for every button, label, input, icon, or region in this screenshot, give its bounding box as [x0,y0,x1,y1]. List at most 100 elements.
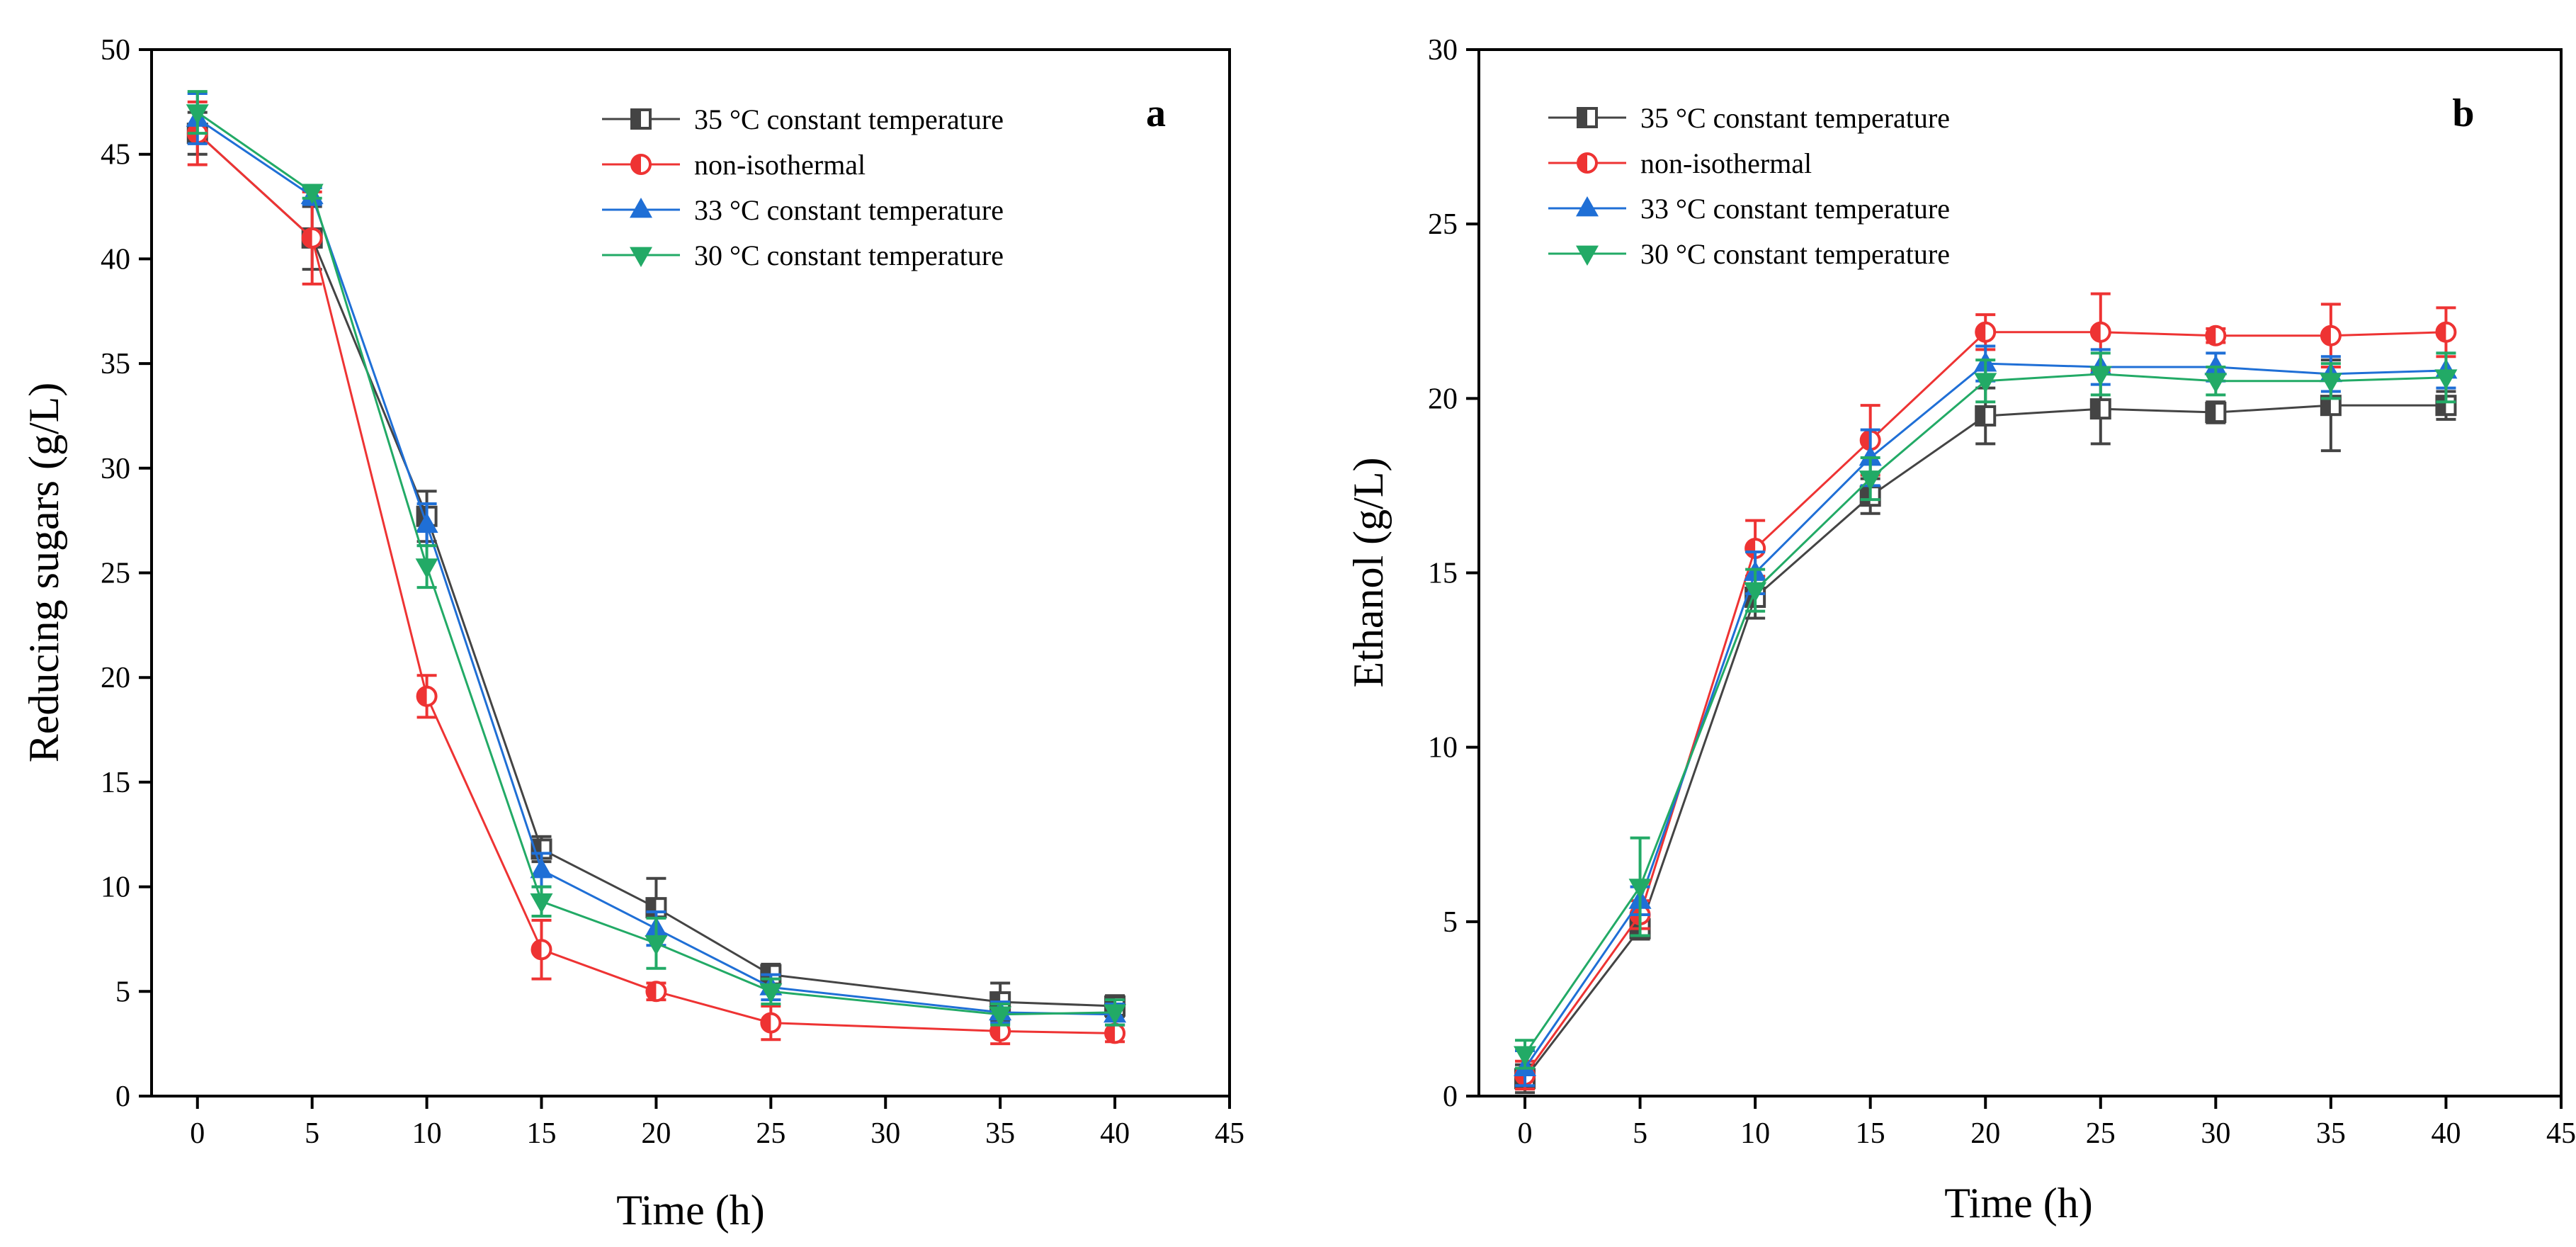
legend-marker [1575,245,1599,266]
legend-entry: non-isothermal [602,149,866,181]
y-axis-title-a: Reducing sugars (g/L) [21,383,67,763]
data-point-fill [1861,431,1871,450]
y-tick-label: 25 [101,558,130,590]
data-point-fill [1106,1024,1116,1043]
x-tick-label: 10 [1740,1117,1770,1150]
legend-entry: 33 °C constant temperature [602,194,1004,226]
y-tick-label: 10 [1428,732,1458,764]
series-1 [1514,359,2457,1095]
data-point [1974,373,1997,393]
data-point [300,184,324,204]
panel-letter-a: a [1146,91,1166,135]
data-point-fill [1976,322,1986,342]
data-point-fill [2091,400,2101,419]
data-point [2089,366,2112,386]
y-tick-label: 15 [101,767,130,799]
x-tick-label: 35 [2316,1117,2346,1150]
series-2 [186,100,1126,1046]
x-tick-label: 45 [1215,1117,1244,1150]
x-tick-label: 10 [412,1117,442,1150]
legend-marker [629,198,653,218]
data-point-fill [761,1013,771,1032]
y-tick-label: 0 [115,1080,130,1113]
data-point [645,935,668,956]
legend-label: 33 °C constant temperature [1640,193,1950,225]
data-point-fill [302,228,312,247]
data-point [1103,1004,1127,1025]
data-point [1628,879,1652,899]
legend-label: 30 °C constant temperature [694,239,1004,271]
legend-label: 35 °C constant temperature [694,103,1004,135]
y-tick-label: 35 [101,348,130,380]
legend-entry: 35 °C constant temperature [1548,102,1950,134]
series-line [196,132,1116,1008]
data-point [2434,369,2458,390]
series-4 [186,90,1127,1027]
legend-marker-fill [632,110,641,128]
series-4 [1514,351,2458,1070]
series-line [196,132,1116,1034]
x-tick-label: 30 [2201,1117,2230,1150]
y-tick-label: 30 [1428,34,1458,67]
x-tick-label: 5 [1633,1117,1647,1150]
y-tick-label: 45 [101,139,130,171]
chart-panel-b: 0 5 10 15 20 25 30 35 40 45 0 5 10 15 20 25 30 35 °C con… [1345,34,2576,1226]
data-point-fill [2321,396,2331,415]
series-line [1524,373,2446,1055]
x-tick-label: 20 [1970,1117,2000,1150]
y-tick-label: 50 [101,34,130,67]
data-point-fill [1976,406,1986,425]
data-point-fill [991,1022,1001,1041]
legend-marker-fill [1578,154,1587,172]
data-point-fill [2091,322,2101,342]
series-line [1524,404,2446,1080]
legend-label: non-isothermal [694,149,866,181]
data-point [1744,582,1767,603]
legend-marker-fill [632,155,641,174]
data-point [1514,1046,1537,1066]
x-tick-label: 40 [2431,1117,2461,1150]
y-tick-label: 30 [101,453,130,485]
data-point-fill [2321,326,2331,345]
y-tick-label: 5 [1443,906,1458,939]
x-tick-label: 0 [190,1117,205,1150]
x-tick-label: 35 [985,1117,1015,1150]
legend-entry: non-isothermal [1548,147,1812,179]
y-tick-label: 15 [1428,558,1458,590]
x-tick-label: 30 [870,1117,900,1150]
data-point-fill [2206,403,2216,422]
x-tick-label: 45 [2546,1117,2576,1150]
data-point [530,857,553,879]
y-tick-label: 20 [101,662,130,694]
legend-entry: 30 °C constant temperature [1548,238,1950,270]
data-point [530,893,553,914]
legend-entry: 33 °C constant temperature [1548,193,1950,225]
y-tick-label: 40 [101,243,130,276]
data-point [186,104,209,125]
data-point-fill [647,982,657,1001]
x-tick-label: 20 [641,1117,671,1150]
x-tick-label: 25 [2086,1117,2116,1150]
data-point [2319,373,2342,393]
x-tick-label: 0 [1518,1117,1533,1150]
data-point [415,558,438,579]
legend-marker [1575,196,1599,217]
legend-entry: 30 °C constant temperature [602,239,1004,271]
legend-label: non-isothermal [1640,147,1812,179]
data-point [1859,470,1882,491]
legend-label: 33 °C constant temperature [694,194,1004,226]
y-tick-label: 10 [101,871,130,904]
y-axis-title-b: Ethanol (g/L) [1345,458,1392,688]
panel-letter-b: b [2452,91,2474,135]
legend-marker [629,247,653,267]
y-tick-label: 5 [115,976,130,1008]
series-line [196,111,1116,1016]
data-point [759,983,783,1004]
x-tick-label: 15 [1856,1117,1885,1150]
y-tick-label: 25 [1428,208,1458,241]
legend-marker-fill [1578,108,1587,127]
legend-entry: 35 °C constant temperature [602,103,1004,135]
series-line [1524,362,2446,1069]
legend-label: 35 °C constant temperature [1640,102,1950,134]
